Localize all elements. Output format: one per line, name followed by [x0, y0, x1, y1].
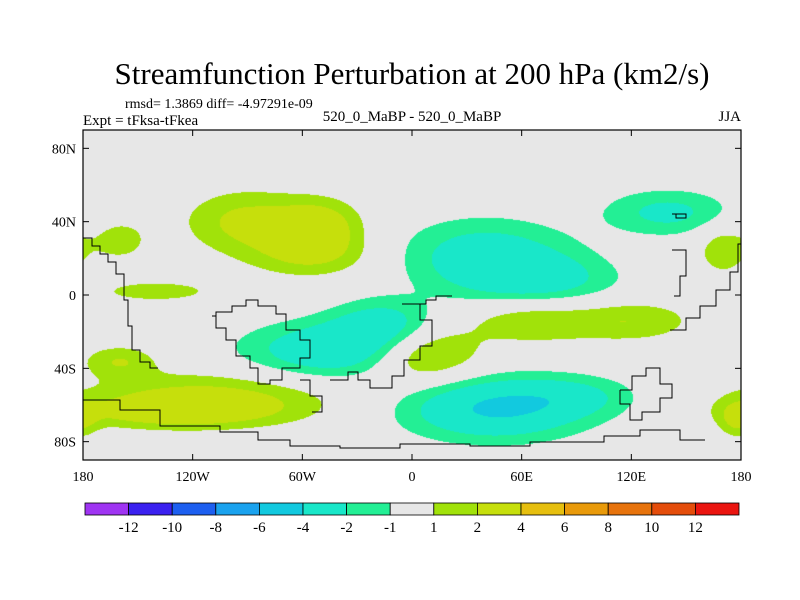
coastline-africa [330, 303, 433, 389]
coastlines [83, 213, 741, 449]
x-tick-label: 0 [409, 470, 416, 485]
colorbar-label: -10 [162, 520, 182, 536]
x-tick-label: 120W [176, 470, 211, 485]
colorbar-label: 8 [604, 520, 612, 536]
colorbar-label: -2 [340, 520, 353, 536]
coastline-asia [402, 295, 452, 305]
x-tick-label: 180 [73, 470, 94, 485]
experiment-label: Expt = tFksa-tFkea [83, 113, 198, 129]
colorbar-label: -6 [253, 520, 266, 536]
stats-label: rmsd= 1.3869 diff= -4.97291e-09 [125, 97, 313, 112]
coastline-australia [619, 367, 673, 421]
axis-ticks [82, 130, 742, 460]
coastline-eurasia-east [670, 243, 741, 331]
colorbar-swatch [346, 502, 391, 516]
chart-title: Streamfunction Perturbation at 200 hPa (… [115, 56, 710, 91]
colorbar-swatch [476, 502, 522, 516]
period-label: 520_0_MaBP - 520_0_MaBP [323, 109, 502, 125]
colorbar-label: 10 [644, 520, 659, 536]
coastline-antarctica [83, 399, 705, 449]
x-tick-label: 180 [731, 470, 752, 485]
plot-area [82, 129, 742, 461]
colorbar-swatch [128, 502, 173, 516]
colorbar-swatch [695, 502, 740, 516]
coastline-japan [672, 249, 687, 297]
y-tick-label: 0 [69, 289, 76, 304]
y-tick-label: 40S [54, 362, 76, 377]
coastline-south-america [212, 299, 311, 385]
colorbar: -12 -10 -8 -6 -4 -2 -1 1 2 4 6 8 10 12 [84, 502, 740, 536]
colorbar-label: 2 [474, 520, 482, 536]
colorbar-swatch [389, 502, 435, 516]
coastline-antarctic-peninsula [300, 379, 323, 413]
colorbar-label: 12 [688, 520, 703, 536]
colorbar-label: -4 [297, 520, 310, 536]
colorbar-swatch [171, 502, 217, 516]
colorbar-swatch [607, 502, 653, 516]
colorbar-swatch [215, 502, 260, 516]
x-axis-labels: 180 120W 60W 0 60E 120E 180 [73, 470, 752, 485]
x-tick-label: 60W [289, 470, 317, 485]
y-axis-labels: 80N 40N 0 40S 80S [52, 142, 76, 450]
colorbar-swatch [84, 502, 129, 516]
season-label: JJA [718, 109, 741, 125]
colorbar-label: -8 [210, 520, 223, 536]
colorbar-label: 6 [561, 520, 569, 536]
colorbar-swatch [258, 502, 304, 516]
colorbar-label: -1 [384, 520, 397, 536]
colorbar-swatch [520, 502, 565, 516]
x-tick-label: 120E [617, 470, 647, 485]
y-tick-label: 80S [54, 436, 76, 451]
colorbar-swatch [302, 502, 347, 516]
contour-field [83, 130, 741, 460]
colorbar-swatch [651, 502, 696, 516]
coastline-north-america [83, 237, 158, 369]
colorbar-label: 1 [430, 520, 438, 536]
colorbar-label: 4 [517, 520, 525, 536]
x-tick-label: 60E [510, 470, 533, 485]
colorbar-swatch [564, 502, 609, 516]
colorbar-label: -12 [119, 520, 139, 536]
y-tick-label: 40N [52, 216, 76, 231]
colorbar-swatch [433, 502, 478, 516]
y-tick-label: 80N [52, 142, 76, 157]
coastline-greenland-strip [672, 213, 687, 219]
